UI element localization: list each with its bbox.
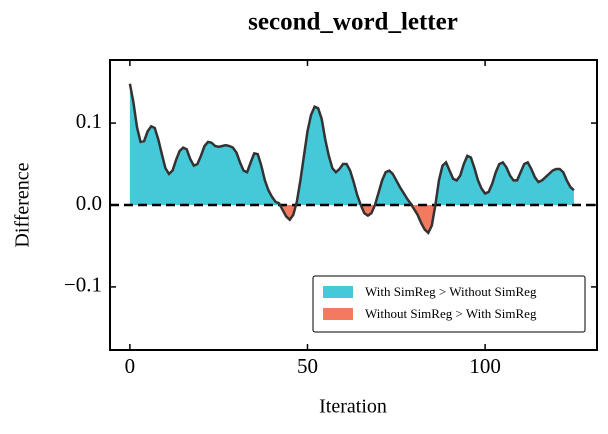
legend-swatch [323, 308, 353, 320]
legend-label: With SimReg > Without SimReg [365, 284, 537, 299]
y-tick-label: −0.1 [64, 273, 102, 297]
area-negative [129, 205, 574, 233]
x-axis-label: Iteration [319, 396, 387, 418]
legend-swatch [323, 286, 353, 298]
chart-title: second_word_letter [248, 9, 458, 36]
line [128, 83, 575, 235]
x-tick-label: 100 [469, 354, 501, 378]
legend-label: Without SimReg > With SimReg [365, 306, 537, 321]
x-tick-label: 50 [297, 354, 318, 378]
area-positive [129, 83, 574, 205]
x-tick-label: 0 [125, 354, 136, 378]
y-tick-label: 0.0 [76, 191, 102, 215]
legend-box [312, 275, 586, 333]
y-axis-label: Difference [12, 162, 34, 247]
y-tick-label: 0.1 [76, 109, 102, 133]
